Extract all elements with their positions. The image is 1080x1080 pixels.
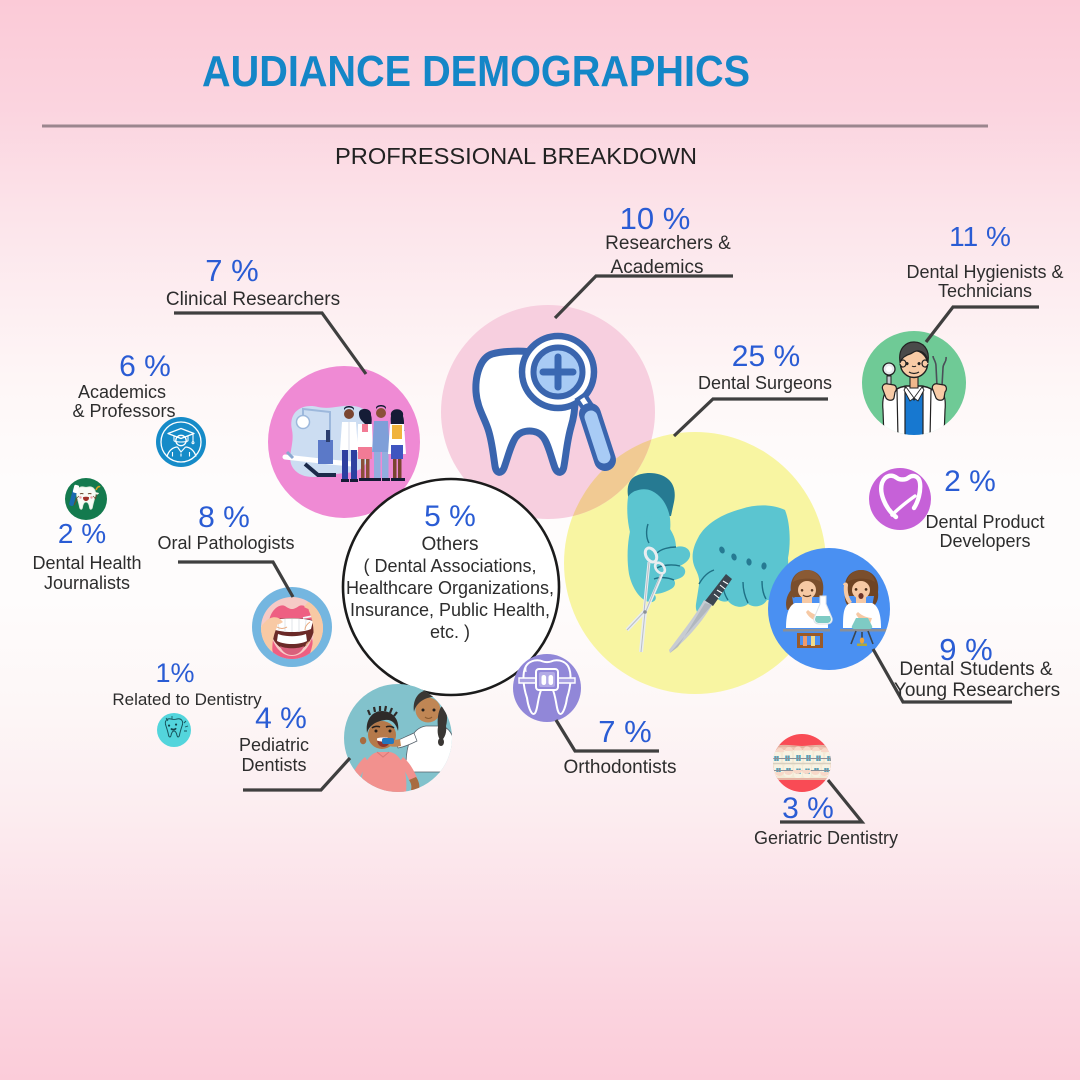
svg-text:Oral Pathologists: Oral Pathologists: [157, 533, 294, 553]
svg-text:8 %: 8 %: [198, 501, 250, 534]
svg-text:9 %: 9 %: [939, 632, 992, 667]
svg-text:1%: 1%: [155, 658, 194, 688]
svg-text:3 %: 3 %: [782, 792, 834, 825]
svg-text:Dentists: Dentists: [241, 755, 306, 775]
svg-text:AUDIANCE DEMOGRAPHICS: AUDIANCE DEMOGRAPHICS: [202, 47, 750, 96]
svg-text:2 %: 2 %: [944, 465, 996, 498]
svg-text:Technicians: Technicians: [938, 281, 1032, 301]
svg-text:Insurance, Public Health,: Insurance, Public Health,: [350, 600, 550, 620]
svg-text:7 %: 7 %: [205, 253, 258, 288]
svg-text:25 %: 25 %: [732, 340, 800, 373]
svg-text:Clinical Researchers: Clinical Researchers: [166, 289, 340, 310]
svg-text:10 %: 10 %: [620, 201, 691, 236]
svg-text:Healthcare Organizations,: Healthcare Organizations,: [346, 578, 554, 598]
svg-text:PROFRESSIONAL BREAKDOWN: PROFRESSIONAL BREAKDOWN: [335, 143, 697, 169]
svg-text:Geriatric Dentistry: Geriatric Dentistry: [754, 828, 898, 848]
svg-text:Dental Product: Dental Product: [925, 512, 1044, 532]
svg-text:Dental Students &: Dental Students &: [899, 659, 1052, 680]
svg-text:Related to Dentistry: Related to Dentistry: [112, 690, 262, 709]
svg-text:Dental Surgeons: Dental Surgeons: [698, 373, 832, 393]
svg-text:Young Researchers: Young Researchers: [894, 680, 1060, 701]
svg-text:11 %: 11 %: [949, 221, 1011, 252]
svg-text:Developers: Developers: [939, 531, 1030, 551]
svg-text:Pediatric: Pediatric: [239, 735, 309, 755]
svg-text:etc. ): etc. ): [430, 622, 470, 642]
svg-text:6 %: 6 %: [119, 350, 171, 383]
svg-text:Dental Hygienists &: Dental Hygienists &: [906, 262, 1063, 282]
svg-text:Researchers &: Researchers &: [605, 233, 731, 254]
svg-text:& Professors: & Professors: [72, 401, 175, 421]
svg-text:7 %: 7 %: [598, 714, 651, 749]
svg-text:4 %: 4 %: [255, 702, 307, 735]
svg-text:Academics: Academics: [611, 257, 704, 278]
svg-text:Others: Others: [421, 534, 478, 555]
svg-text:Dental Health: Dental Health: [32, 553, 141, 573]
svg-text:2 %: 2 %: [58, 518, 106, 549]
svg-text:Orthodontists: Orthodontists: [564, 757, 677, 778]
svg-text:Academics: Academics: [78, 382, 166, 402]
svg-text:( Dental Associations,: ( Dental Associations,: [363, 556, 536, 576]
svg-text:Journalists: Journalists: [44, 573, 130, 593]
svg-text:5 %: 5 %: [424, 500, 476, 533]
